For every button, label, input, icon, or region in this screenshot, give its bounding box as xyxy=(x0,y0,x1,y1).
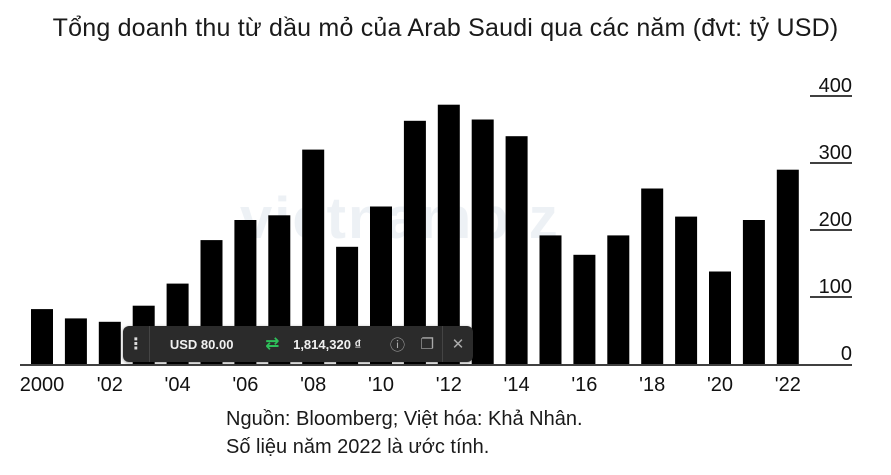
bar-2017 xyxy=(607,235,630,364)
x-tick-label-2010: '10 xyxy=(368,374,394,396)
bar-2015 xyxy=(539,235,562,364)
toolbar-divider xyxy=(442,326,444,362)
y-tick-label-200: 200 xyxy=(819,209,852,231)
bar-2021 xyxy=(742,220,765,364)
estimate-note: Số liệu năm 2022 là ước tính. xyxy=(226,436,490,458)
x-tick-label-2002: '02 xyxy=(97,374,123,396)
x-tick-label-2020: '20 xyxy=(707,374,733,396)
amount-value: USD 80.00 xyxy=(169,336,234,352)
y-tick-label-300: 300 xyxy=(819,142,852,164)
x-tick-label-2008: '08 xyxy=(300,374,326,396)
x-tick-label-2004: '04 xyxy=(165,374,191,396)
x-axis-ticks: 2000 '02 '04 '06 '08 '10 '12 '14 '16 '18 '20 '22 xyxy=(20,374,801,396)
bar-2011 xyxy=(403,120,426,364)
source-note: Nguồn: Bloomberg; Việt hóa: Khả Nhân. xyxy=(226,408,583,430)
copy-icon[interactable]: ❐ xyxy=(420,336,434,353)
converted-value: 1,814,320 ₫ xyxy=(293,336,362,352)
x-tick-label-2006: '06 xyxy=(232,374,258,396)
x-tick-label-2014: '14 xyxy=(504,374,530,396)
bar-2022 xyxy=(776,169,799,364)
info-icon[interactable]: ⓘ xyxy=(389,336,405,354)
bar-2000 xyxy=(31,309,53,364)
bar-2010 xyxy=(370,206,392,364)
bar-2001 xyxy=(64,318,87,364)
bar-2008 xyxy=(302,149,325,364)
bar-2020 xyxy=(709,271,731,364)
x-tick-label-2012: '12 xyxy=(436,374,462,396)
y-tick-label-100: 100 xyxy=(819,276,852,298)
close-icon[interactable]: ✕ xyxy=(451,336,465,353)
y-axis-ticks: 0 100 200 300 400 xyxy=(810,75,852,365)
x-tick-label-2016: '16 xyxy=(571,374,597,396)
bar-2012 xyxy=(437,104,460,364)
x-tick-label-2000: 2000 xyxy=(20,374,65,396)
menu-icon[interactable]: ⋮ xyxy=(127,336,144,353)
chart-title: Tổng doanh thu từ dầu mỏ của Arab Saudi … xyxy=(52,14,839,42)
bar-2019 xyxy=(675,216,698,364)
bar-2013 xyxy=(471,119,494,364)
toolbar-divider xyxy=(148,326,150,362)
bar-2018 xyxy=(641,188,664,364)
bar-2002 xyxy=(98,321,121,364)
y-tick-label-400: 400 xyxy=(819,75,852,97)
bar-2014 xyxy=(505,136,528,364)
swap-icon[interactable]: ⇄ xyxy=(265,334,280,353)
x-tick-label-2022: '22 xyxy=(775,374,801,396)
currency-converter-toolbar: ⋮ USD 80.00 ⇄ 1,814,320 ₫ ⓘ ❐ ✕ xyxy=(123,326,473,362)
y-tick-label-0: 0 xyxy=(841,343,852,365)
bar-2016 xyxy=(573,254,596,364)
x-tick-label-2018: '18 xyxy=(639,374,665,396)
